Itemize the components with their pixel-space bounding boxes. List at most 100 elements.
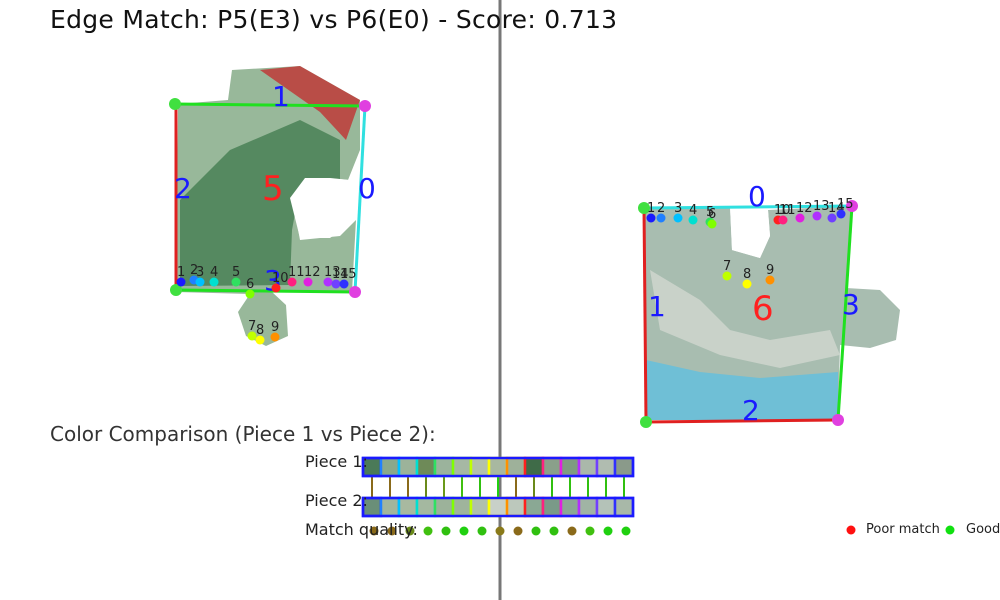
piece-1-edge-2-label: 2: [174, 172, 192, 205]
sample-point-label: 4: [689, 203, 697, 218]
sample-point-label: 9: [271, 320, 279, 335]
sample-point-label: 12: [304, 265, 321, 280]
sample-point-label: 2: [190, 263, 198, 278]
legend-good-label: Good: [966, 522, 1000, 537]
piece-2-color-swatch: [505, 496, 527, 518]
piece-1-edge-1: [174, 102, 366, 108]
sample-point: [707, 219, 717, 229]
corner-dot: [359, 100, 371, 112]
piece-2-color-swatch: [451, 496, 473, 518]
sample-point: [303, 277, 313, 287]
piece-2-color-swatch: [487, 496, 509, 518]
legend-poor-dot: [846, 525, 856, 535]
sample-point: [688, 215, 698, 225]
match-quality-dot: [567, 526, 577, 536]
sample-point-label: 12: [796, 201, 813, 216]
piece-1-edge-1-label: 1: [272, 80, 290, 113]
piece-2-color-swatch: [523, 496, 545, 518]
sample-point-label: 6: [246, 277, 254, 292]
corner-dot: [169, 98, 181, 110]
piece-1-color-swatch: [469, 456, 491, 478]
sample-point: [287, 277, 297, 287]
piece-1-color-swatch: [577, 456, 599, 478]
match-quality-dot: [441, 526, 451, 536]
match-quality-dot: [405, 526, 415, 536]
sample-point-label: 5: [232, 265, 240, 280]
piece-1-edge-0-label: 0: [358, 172, 376, 205]
piece-1-color-swatch: [397, 456, 419, 478]
piece-1-color-swatch: [487, 456, 509, 478]
match-quality-dot: [495, 526, 505, 536]
piece-1-color-swatch: [505, 456, 527, 478]
piece-2-color-swatch: [541, 496, 563, 518]
page-title: Edge Match: P5(E3) vs P6(E0) - Score: 0.…: [50, 5, 618, 34]
piece-2-color-swatch: [379, 496, 401, 518]
match-quality-dot: [585, 526, 595, 536]
sample-point: [176, 277, 186, 287]
piece-2-corners: [638, 200, 858, 428]
piece-2-image: [644, 206, 900, 420]
match-quality-dot: [621, 526, 631, 536]
sample-point-label: 14: [332, 267, 349, 282]
piece-2-edge-2: [645, 418, 839, 424]
sample-point-label: 9: [766, 263, 774, 278]
sample-point-label: 3: [674, 201, 682, 216]
legend-poor-label: Poor match: [866, 522, 940, 537]
match-quality-dot: [603, 526, 613, 536]
sample-point-label: 7: [723, 259, 731, 274]
piece-2-color-swatch: [613, 496, 635, 518]
piece-2-color-swatch: [469, 496, 491, 518]
piece-2-color-swatch: [397, 496, 419, 518]
piece-2-color-swatch: [595, 496, 617, 518]
piece-1-color-swatch: [523, 456, 545, 478]
piece-1-edge-3: [175, 288, 356, 294]
sample-point: [245, 289, 255, 299]
legend-good-dot: [945, 525, 955, 535]
sample-point: [673, 213, 683, 223]
match-quality-dot: [459, 526, 469, 536]
piece-1-color-swatch: [451, 456, 473, 478]
sample-point: [646, 213, 656, 223]
piece-2-edge-3-label: 3: [842, 288, 860, 321]
piece-2-id: 6: [752, 289, 774, 329]
match-quality-label: Match quality:: [305, 520, 418, 539]
sample-point-label: 6: [708, 207, 716, 222]
sample-point-label: 15: [837, 197, 854, 212]
sample-point: [270, 332, 280, 342]
corner-dot: [846, 200, 858, 212]
sample-point-label: 11: [288, 265, 305, 280]
comparison-title: Color Comparison (Piece 1 vs Piece 2):: [50, 422, 436, 446]
sample-point-label: 1: [177, 265, 185, 280]
sample-point: [271, 283, 281, 293]
sample-point: [231, 277, 241, 287]
piece-1-color-swatch: [559, 456, 581, 478]
match-quality-dot: [369, 526, 379, 536]
piece-1-tab-hole: [290, 178, 352, 238]
sample-point: [331, 279, 341, 289]
piece-1-color-swatch: [415, 456, 437, 478]
match-quality-dot: [531, 526, 541, 536]
sample-point-label: 11: [779, 203, 796, 218]
piece-1-color-swatch: [613, 456, 635, 478]
piece-1-color-swatch: [433, 456, 455, 478]
match-quality-dot: [477, 526, 487, 536]
piece-2-color-swatch: [433, 496, 455, 518]
sample-point: [255, 335, 265, 345]
sample-point: [836, 209, 846, 219]
sample-point-label: 2: [657, 201, 665, 216]
sample-point-label: 8: [743, 267, 751, 282]
sample-point: [247, 331, 257, 341]
piece-2-edge-1-label: 1: [648, 290, 666, 323]
piece-2-color-swatch: [577, 496, 599, 518]
sample-point: [195, 277, 205, 287]
sample-point-label: 13: [324, 265, 341, 280]
sample-point-label: 3: [196, 265, 204, 280]
match-quality-dot: [387, 526, 397, 536]
sample-point: [339, 279, 349, 289]
sample-point: [722, 271, 732, 281]
